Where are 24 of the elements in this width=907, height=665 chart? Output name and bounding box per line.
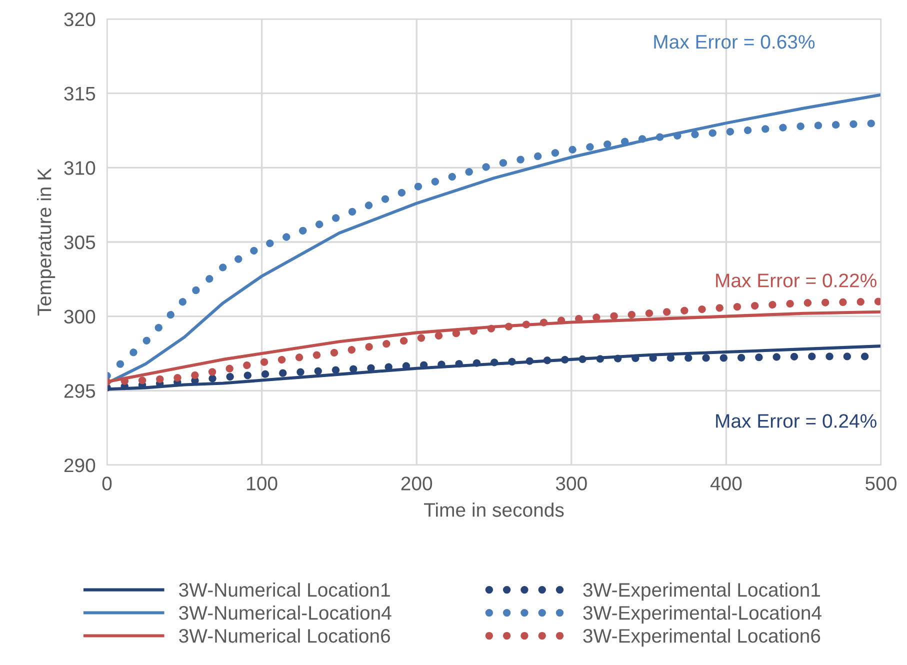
annotation: Max Error = 0.63% bbox=[654, 34, 815, 49]
y-tick-label: 300 bbox=[64, 310, 96, 324]
x-axis-title: Time in seconds bbox=[424, 502, 564, 517]
y-tick-label: 295 bbox=[64, 384, 96, 398]
legend-label: 3W-Experimental-Location4 bbox=[583, 605, 822, 624]
legend-label: 3W-Numerical-Location4 bbox=[179, 605, 392, 620]
x-tick-label: 400 bbox=[710, 476, 742, 490]
annotation: Max Error = 0.24% bbox=[716, 414, 876, 428]
y-tick-label: 305 bbox=[64, 235, 96, 250]
y-tick-label: 290 bbox=[64, 458, 96, 472]
y-tick-label: 320 bbox=[64, 12, 96, 26]
x-tick-label: 500 bbox=[866, 476, 896, 490]
x-tick-label: 0 bbox=[102, 476, 112, 490]
y-tick-label: 310 bbox=[64, 161, 96, 175]
x-tick-label: 200 bbox=[401, 476, 432, 490]
annotation: Max Error = 0.22% bbox=[716, 274, 876, 288]
y-tick-label: 315 bbox=[64, 86, 96, 101]
x-tick-label: 100 bbox=[247, 476, 278, 490]
legend-label: 3W-Experimental Location1 bbox=[583, 582, 820, 601]
x-tick-label: 300 bbox=[556, 476, 587, 490]
legend-label: 3W-Numerical Location1 bbox=[179, 582, 390, 597]
legend-label: 3W-Experimental Location6 bbox=[583, 628, 820, 647]
y-axis-title: Temperature in K bbox=[36, 168, 56, 316]
legend-label: 3W-Numerical Location6 bbox=[179, 628, 390, 643]
